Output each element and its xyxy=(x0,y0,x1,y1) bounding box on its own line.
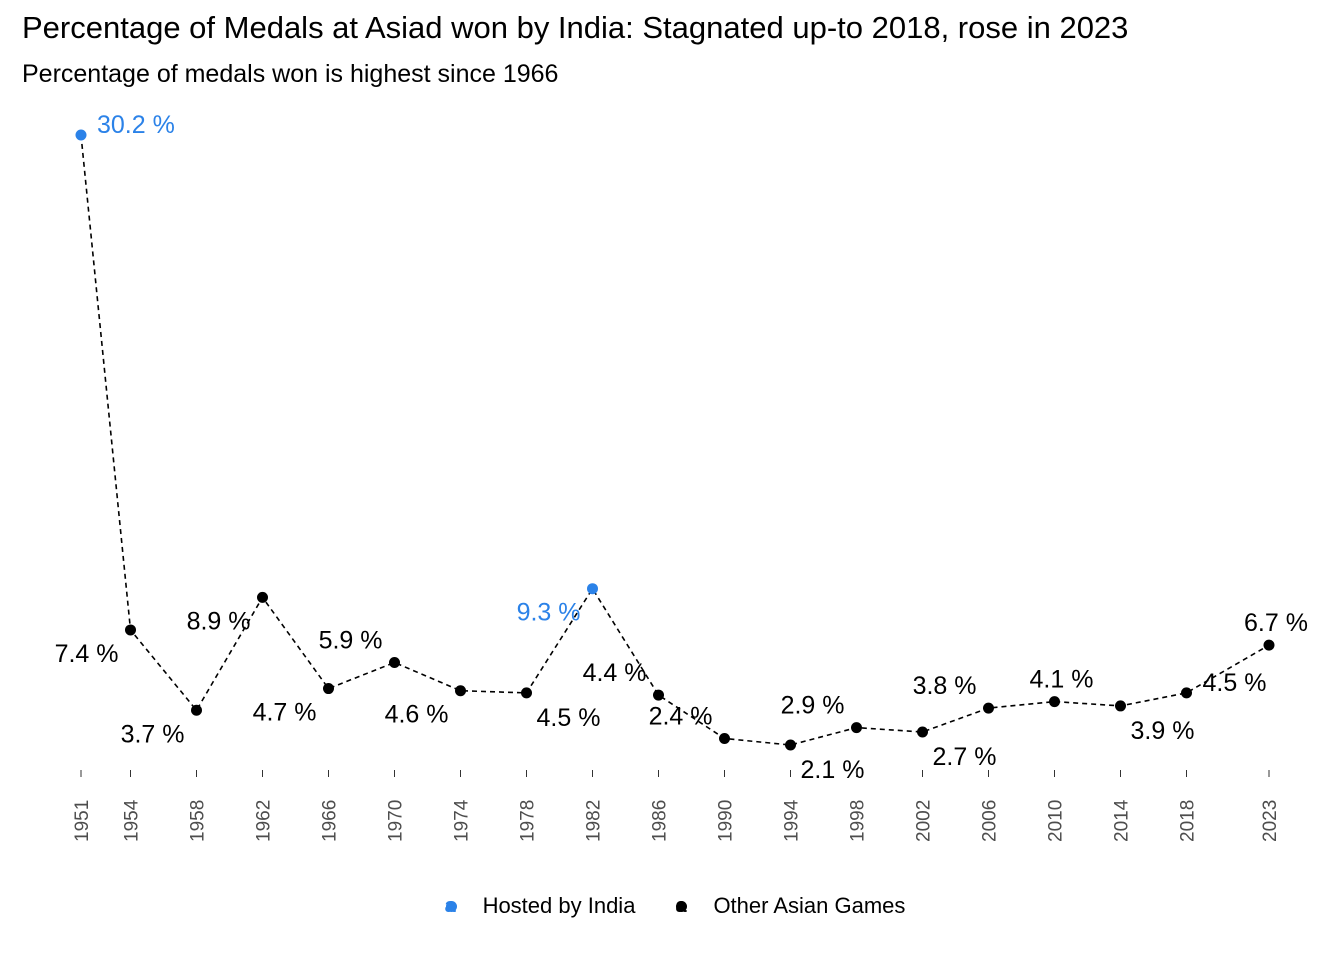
x-tick-label: 2010 xyxy=(1046,800,1067,842)
chart-subtitle: Percentage of medals won is highest sinc… xyxy=(22,60,559,88)
x-tick-label: 1982 xyxy=(584,800,605,842)
data-label: 4.5 % xyxy=(1203,669,1267,697)
x-tick-label: 1998 xyxy=(848,800,869,842)
data-label: 2.9 % xyxy=(781,692,845,720)
data-point xyxy=(1049,696,1060,708)
data-point xyxy=(125,624,136,636)
x-tick-label: 1974 xyxy=(452,799,473,842)
data-point-hosted xyxy=(75,129,87,141)
data-label: 4.5 % xyxy=(537,704,601,732)
legend-label-hosted: Hosted by India xyxy=(482,893,636,918)
legend-glyph-other: a xyxy=(675,895,687,917)
x-tick-label: 2014 xyxy=(1112,799,1133,842)
x-tick-label: 1954 xyxy=(122,799,143,842)
data-point xyxy=(1115,700,1126,712)
series-line xyxy=(80,134,1270,746)
data-label: 2.7 % xyxy=(933,743,997,771)
data-point xyxy=(785,739,796,751)
data-label: 9.3 % xyxy=(517,599,581,627)
x-tick-label: 2002 xyxy=(914,800,935,842)
data-label: 3.8 % xyxy=(913,672,977,700)
data-label: 2.1 % xyxy=(801,756,865,784)
data-point xyxy=(851,722,862,734)
x-tick-label: 1970 xyxy=(386,800,407,842)
data-point xyxy=(191,704,202,716)
x-tick-label: 2023 xyxy=(1260,800,1281,842)
data-point-hosted xyxy=(587,583,598,595)
chart-title: Percentage of Medals at Asiad won by Ind… xyxy=(22,10,1129,45)
x-tick-label: 1966 xyxy=(320,800,341,842)
x-tick-label: 2006 xyxy=(980,800,1001,842)
data-label: 4.7 % xyxy=(253,699,317,727)
legend-item-other: a Other Asian Games xyxy=(669,893,905,919)
data-label: 4.4 % xyxy=(583,659,647,687)
legend-dot-hosted xyxy=(445,901,457,912)
x-tick-label: 1990 xyxy=(716,800,737,842)
data-point xyxy=(653,689,664,701)
legend-dot-other xyxy=(676,901,688,912)
data-label: 5.9 % xyxy=(319,627,383,655)
data-point xyxy=(521,687,532,699)
x-tick-label: 1986 xyxy=(650,800,671,842)
data-point xyxy=(323,683,334,695)
data-point xyxy=(257,591,268,603)
data-label: 3.9 % xyxy=(1131,717,1195,745)
legend-key-hosted: a xyxy=(439,894,463,918)
legend-item-hosted: a Hosted by India xyxy=(439,893,636,919)
data-label: 8.9 % xyxy=(187,607,251,635)
data-label: 30.2 % xyxy=(97,111,175,139)
legend-key-other: a xyxy=(669,894,693,918)
legend-label-other: Other Asian Games xyxy=(713,893,906,918)
x-tick-label: 1978 xyxy=(518,800,539,842)
data-label: 7.4 % xyxy=(55,640,119,668)
x-tick-label: 1958 xyxy=(188,800,209,842)
data-label: 4.6 % xyxy=(385,701,449,729)
legend: a Hosted by India a Other Asian Games xyxy=(0,893,1344,919)
data-point xyxy=(1181,687,1192,699)
data-point xyxy=(719,732,730,744)
data-point xyxy=(1263,639,1275,651)
data-point xyxy=(455,685,466,697)
x-tick-label: 1994 xyxy=(782,799,803,842)
data-label: 4.1 % xyxy=(1030,666,1094,694)
data-point xyxy=(917,726,928,738)
x-tick-label: 2018 xyxy=(1178,800,1199,842)
data-label: 2.4 % xyxy=(649,702,713,730)
x-tick-label: 1962 xyxy=(254,800,275,842)
data-label: 3.7 % xyxy=(121,720,185,748)
legend-glyph-hosted: a xyxy=(444,895,456,917)
x-tick-label: 1951 xyxy=(72,800,93,842)
data-point xyxy=(983,702,994,714)
data-label: 6.7 % xyxy=(1244,609,1308,637)
data-point xyxy=(389,657,400,669)
